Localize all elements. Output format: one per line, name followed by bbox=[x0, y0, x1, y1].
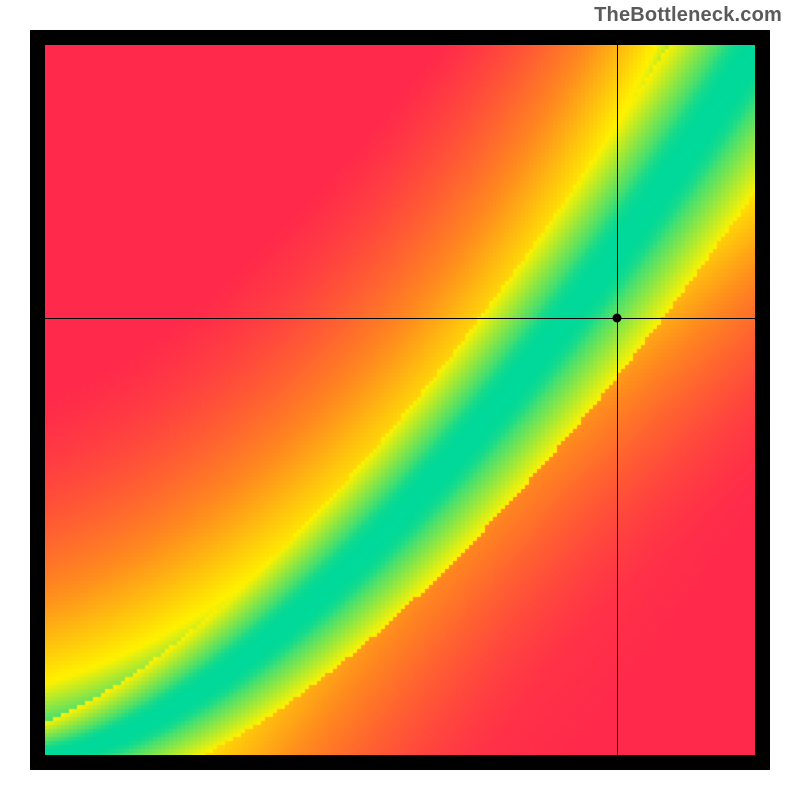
data-point-marker bbox=[612, 314, 621, 323]
watermark-text: TheBottleneck.com bbox=[594, 4, 782, 27]
crosshair-horizontal bbox=[45, 318, 755, 319]
crosshair-vertical bbox=[617, 45, 618, 755]
heatmap-canvas bbox=[45, 45, 755, 755]
heatmap-plot bbox=[45, 45, 755, 755]
chart-container: TheBottleneck.com bbox=[0, 0, 800, 800]
